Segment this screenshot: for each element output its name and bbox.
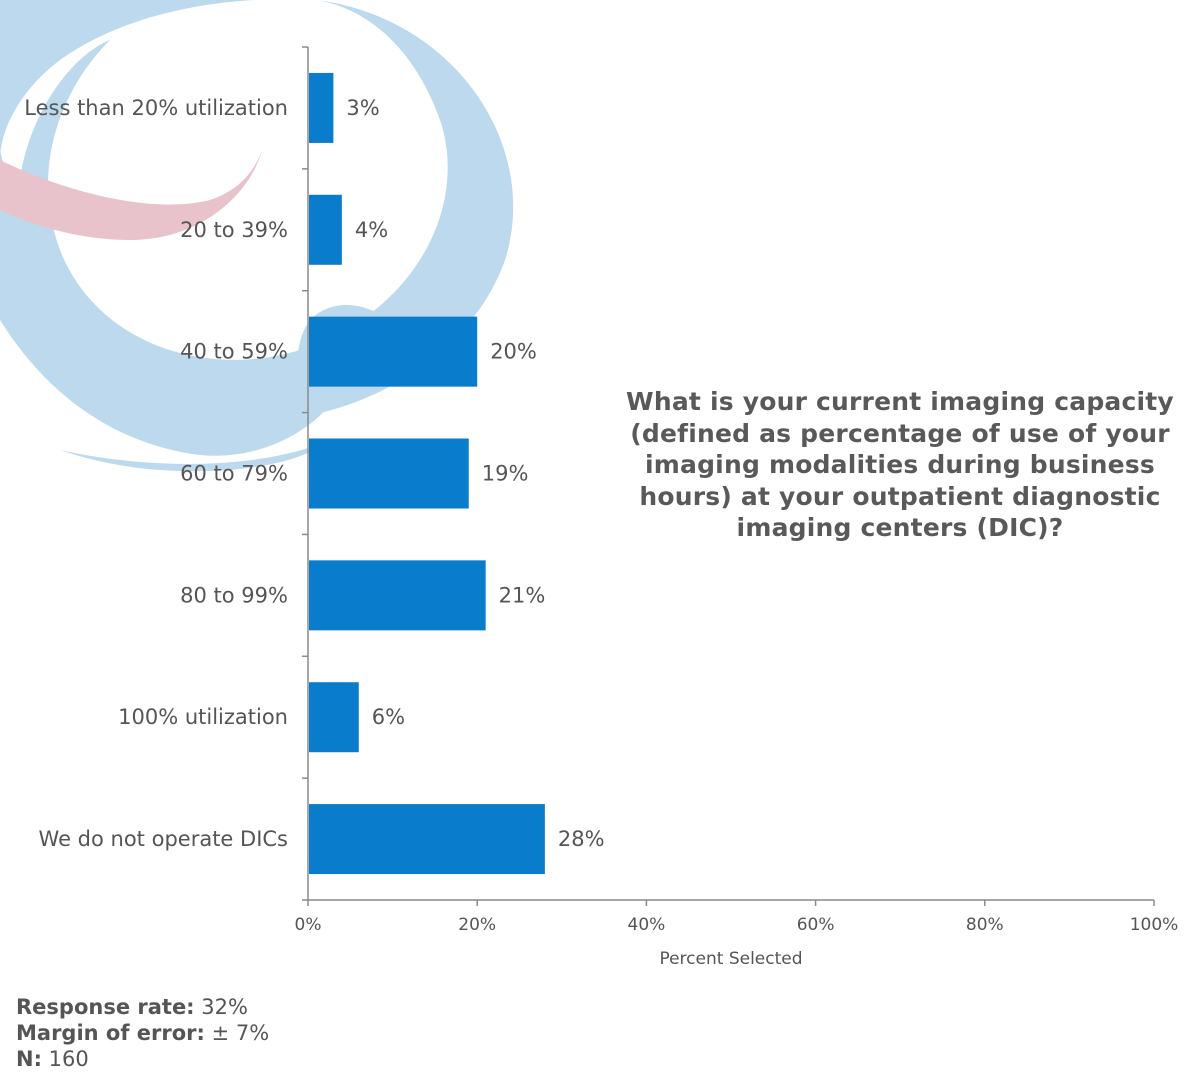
value-label: 19%: [482, 462, 529, 486]
value-label: 21%: [499, 583, 546, 607]
y-axis-ticks: [302, 46, 308, 901]
category-labels: Less than 20% utilization 20 to 39% 40 to …: [24, 96, 288, 851]
x-tick-label: 20%: [458, 915, 496, 935]
x-tick-labels: 0% 20% 40% 60% 80% 100%: [295, 915, 1179, 935]
margin-of-error-line: Margin of error: ± 7%: [16, 1020, 269, 1046]
x-tick-label: 0%: [295, 915, 322, 935]
swirl-pink-accent: [0, 150, 262, 240]
x-tick-label: 80%: [966, 915, 1004, 935]
bar-series: [309, 72, 545, 875]
category-label: Less than 20% utilization: [24, 96, 288, 120]
x-axis-ticks: [307, 900, 1155, 906]
x-tick-label: 40%: [628, 915, 666, 935]
x-axis-title: Percent Selected: [659, 949, 802, 969]
value-labels: 3% 4% 20% 19% 21% 6% 28%: [346, 96, 604, 851]
x-tick-label: 100%: [1130, 915, 1179, 935]
bar-60-to-79: [309, 438, 469, 509]
sample-size-value: 160: [48, 1047, 89, 1071]
x-tick-label: 60%: [797, 915, 835, 935]
bar-20-to-39: [309, 194, 342, 265]
swirl-top-band: [0, 0, 318, 160]
value-label: 28%: [558, 827, 605, 851]
sample-size-line: N: 160: [16, 1046, 269, 1072]
margin-of-error-label: Margin of error:: [16, 1021, 205, 1045]
swirl-outer-arc: [17, 0, 514, 421]
survey-stats: Response rate: 32% Margin of error: ± 7%…: [16, 994, 269, 1072]
bar-80-to-99: [309, 560, 486, 631]
chart-title: What is your current imaging capacity (d…: [626, 387, 1174, 542]
value-label: 4%: [355, 218, 388, 242]
category-label: 40 to 59%: [180, 340, 288, 364]
response-rate-line: Response rate: 32%: [16, 994, 269, 1020]
response-rate-value: 32%: [201, 995, 248, 1019]
swirl-tail: [60, 440, 330, 472]
value-label: 3%: [346, 96, 379, 120]
margin-of-error-value: ± 7%: [211, 1021, 270, 1045]
value-label: 6%: [372, 705, 405, 729]
swirl-lower-band: [0, 150, 330, 456]
value-label: 20%: [490, 340, 537, 364]
response-rate-label: Response rate:: [16, 995, 195, 1019]
bar-100-utilization: [309, 682, 359, 753]
category-label: We do not operate DICs: [39, 827, 288, 851]
bar-40-to-59: [309, 316, 478, 387]
category-label: 20 to 39%: [180, 218, 288, 242]
bar-less-than-20-utilization: [309, 72, 334, 143]
category-label: 80 to 99%: [180, 583, 288, 607]
bar-we-do-not-operate-dics: [309, 804, 545, 875]
category-label: 100% utilization: [118, 705, 288, 729]
sample-size-label: N:: [16, 1047, 42, 1071]
category-label: 60 to 79%: [180, 462, 288, 486]
